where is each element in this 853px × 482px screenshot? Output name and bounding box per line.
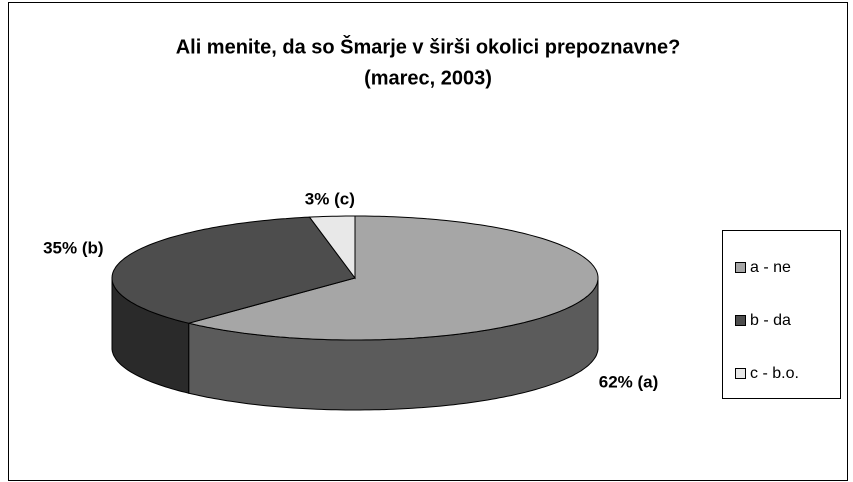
pie-slice [188,215,599,341]
legend-label: b - da [750,312,791,329]
pie-slice [111,216,356,324]
legend-label: a - ne [750,259,791,276]
legend-swatch [735,315,746,326]
chart-title: Ali menite, da so Šmarje v širši okolici… [176,34,681,58]
data-label: 35% (b) [43,238,103,257]
legend-swatch [735,368,746,379]
chart-subtitle: (marec, 2003) [364,67,492,89]
pie-slice [308,215,356,280]
data-label: 3% (c) [305,190,355,209]
legend-label: c - b.o. [750,365,799,382]
data-label: 62% (a) [599,373,659,392]
legend-swatch [735,262,746,273]
